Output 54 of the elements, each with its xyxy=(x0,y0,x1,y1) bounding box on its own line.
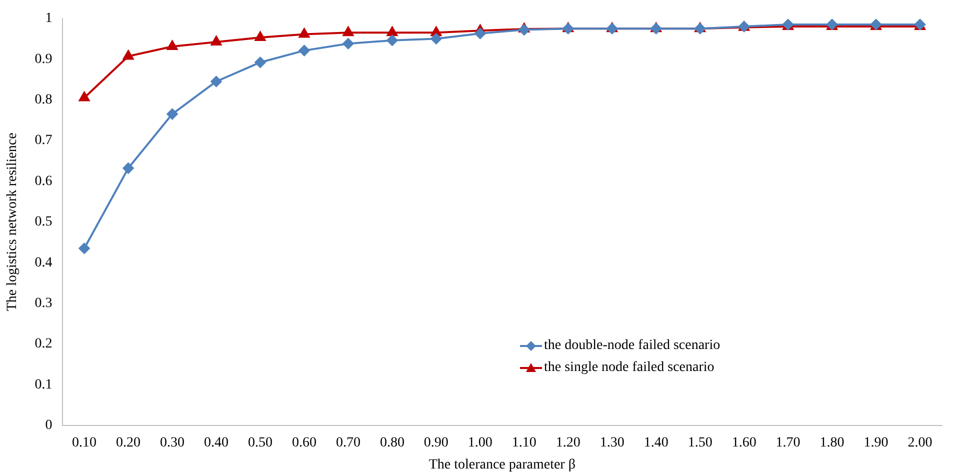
x-tick-label: 0.40 xyxy=(204,435,228,450)
y-tick-label: 1 xyxy=(45,11,52,26)
point xyxy=(298,45,310,56)
x-tick-label: 1.70 xyxy=(776,435,800,450)
x-tick-label: 0.10 xyxy=(72,435,97,450)
point xyxy=(254,32,266,42)
y-tick-label: 0.2 xyxy=(34,336,52,352)
y-tick-label: 0 xyxy=(45,418,52,434)
point xyxy=(210,76,222,87)
y-tick-label: 0.4 xyxy=(34,255,52,270)
x-tick-label: 0.50 xyxy=(248,435,272,450)
point xyxy=(122,162,134,174)
point xyxy=(430,33,442,44)
x-tick-label: 1.80 xyxy=(820,435,844,450)
y-tick-label: 0.8 xyxy=(34,92,52,108)
point xyxy=(342,26,354,36)
point xyxy=(298,28,310,38)
y-tick-label: 0.1 xyxy=(34,377,52,392)
point xyxy=(386,34,398,46)
y-tick-label: 0.6 xyxy=(34,174,52,189)
x-tick-label: 1.10 xyxy=(512,435,536,450)
point xyxy=(474,28,486,39)
point xyxy=(78,92,90,102)
x-tick-label: 1.60 xyxy=(732,435,756,450)
y-tick-label: 0.3 xyxy=(34,296,52,311)
x-tick-label: 1.40 xyxy=(644,435,668,450)
point xyxy=(78,242,90,254)
point xyxy=(518,24,530,36)
y-axis-title: The logistics network resilience xyxy=(5,132,20,312)
point xyxy=(342,38,354,50)
y-tick-label: 0.5 xyxy=(34,214,52,230)
y-tick-label: 0.7 xyxy=(34,133,52,148)
x-tick-label: 0.60 xyxy=(292,435,316,450)
point xyxy=(210,36,222,46)
x-tick-label: 0.30 xyxy=(160,435,185,450)
point xyxy=(166,40,178,50)
x-tick-label: 0.70 xyxy=(336,435,360,450)
x-tick-label: 1.30 xyxy=(600,435,624,450)
point xyxy=(254,56,266,68)
x-tick-label: 1.20 xyxy=(556,435,580,450)
x-tick-label: 0.90 xyxy=(424,435,448,450)
point xyxy=(122,50,134,60)
legend-label: the double-node failed scenario xyxy=(544,338,720,354)
point xyxy=(386,26,398,36)
x-tick-label: 1.00 xyxy=(468,435,492,450)
x-tick-label: 1.90 xyxy=(864,435,888,450)
legend-label: the single node failed scenario xyxy=(544,360,714,376)
x-tick-label: 2.00 xyxy=(908,435,932,450)
x-tick-label: 0.80 xyxy=(380,435,404,450)
x-axis-title: The tolerance parameter β xyxy=(428,457,576,472)
x-tick-label: 0.20 xyxy=(116,435,141,450)
y-tick-label: 0.9 xyxy=(34,52,52,67)
x-tick-label: 1.50 xyxy=(688,435,712,450)
point xyxy=(166,108,178,120)
